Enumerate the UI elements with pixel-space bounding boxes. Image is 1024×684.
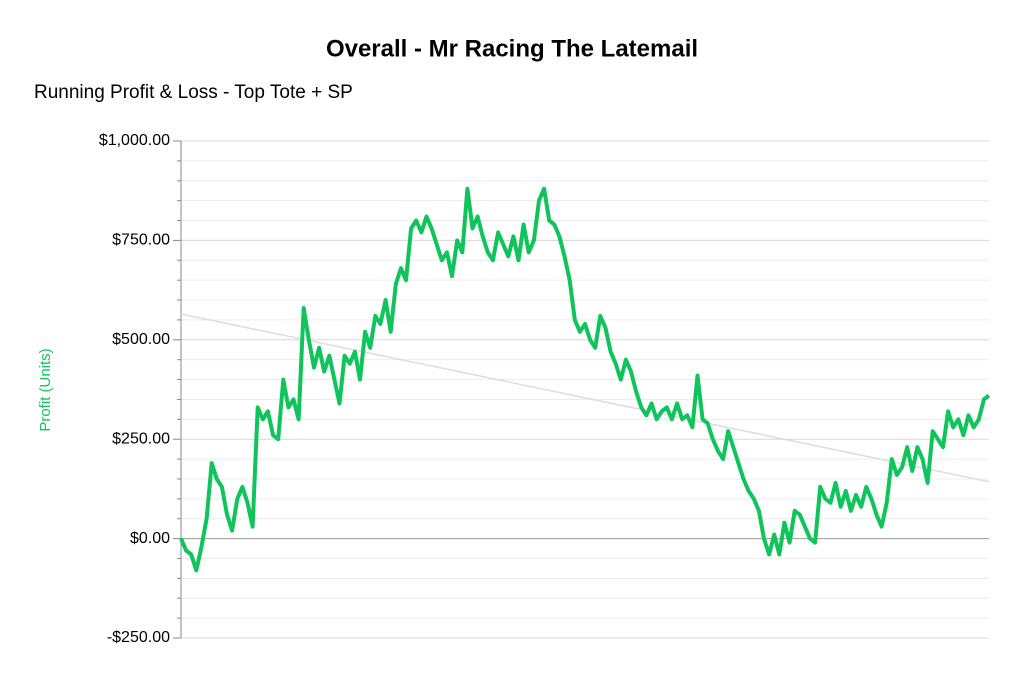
y-tick-label: $750.00: [112, 232, 170, 249]
y-tick-label: -$250.00: [107, 629, 170, 646]
chart-title: Overall - Mr Racing The Latemail: [326, 35, 698, 62]
y-tick-label: $250.00: [112, 430, 170, 447]
y-tick-label: $0.00: [130, 530, 170, 547]
profit-line: [179, 186, 991, 573]
y-tick-label: $500.00: [112, 331, 170, 348]
chart-subtitle: Running Profit & Loss - Top Tote + SP: [34, 82, 353, 103]
trendline: [180, 313, 990, 483]
y-tick-label: $1,000.00: [99, 132, 170, 149]
y-axis-label: Profit (Units): [37, 348, 54, 431]
